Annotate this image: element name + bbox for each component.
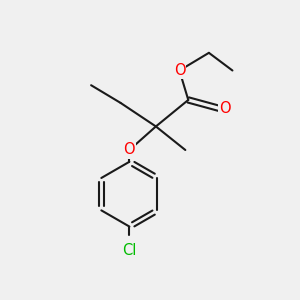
Text: Cl: Cl xyxy=(122,243,136,258)
Text: O: O xyxy=(124,142,135,158)
Text: O: O xyxy=(174,63,185,78)
Text: O: O xyxy=(219,101,231,116)
